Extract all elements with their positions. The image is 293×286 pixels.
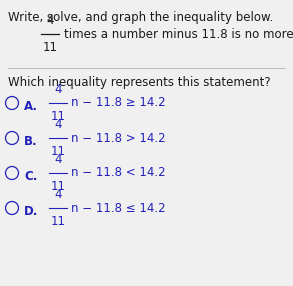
Text: Which inequality represents this statement?: Which inequality represents this stateme… xyxy=(8,76,271,89)
Text: Write, solve, and graph the inequality below.: Write, solve, and graph the inequality b… xyxy=(8,11,273,24)
Text: C.: C. xyxy=(24,170,38,183)
Text: n − 11.8 > 14.2: n − 11.8 > 14.2 xyxy=(71,132,166,144)
Text: 4: 4 xyxy=(54,188,62,201)
Text: 4: 4 xyxy=(46,14,54,27)
Text: 11: 11 xyxy=(50,110,66,123)
Text: 4: 4 xyxy=(54,153,62,166)
Text: 11: 11 xyxy=(50,215,66,228)
Text: times a number minus 11.8 is no more than 14.2.: times a number minus 11.8 is no more tha… xyxy=(64,27,293,41)
Text: 4: 4 xyxy=(54,118,62,131)
Text: A.: A. xyxy=(24,100,38,113)
Text: B.: B. xyxy=(24,135,38,148)
Text: 11: 11 xyxy=(50,180,66,193)
Text: 4: 4 xyxy=(54,83,62,96)
Text: D.: D. xyxy=(24,205,38,218)
Text: n − 11.8 ≥ 14.2: n − 11.8 ≥ 14.2 xyxy=(71,96,166,110)
Text: 11: 11 xyxy=(42,41,57,54)
Text: n − 11.8 ≤ 14.2: n − 11.8 ≤ 14.2 xyxy=(71,202,166,214)
Text: 11: 11 xyxy=(50,145,66,158)
Text: n − 11.8 < 14.2: n − 11.8 < 14.2 xyxy=(71,166,166,180)
